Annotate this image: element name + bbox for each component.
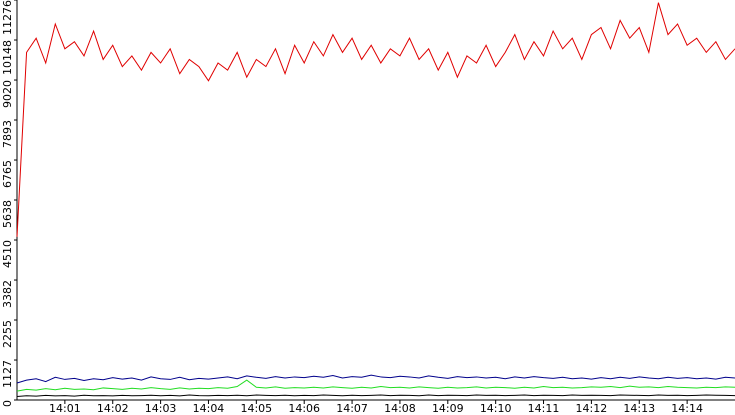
x-tick-label: 14:04	[193, 402, 225, 415]
x-tick-label: 14:12	[576, 402, 608, 415]
y-tick-label: 5638	[1, 200, 14, 228]
y-tick-label: 10148	[1, 40, 14, 75]
y-tick-label: 9020	[1, 80, 14, 108]
y-tick-label: 6765	[1, 160, 14, 188]
data-line	[16, 2, 735, 237]
y-tick-label: 1127	[1, 360, 14, 388]
data-line	[16, 374, 735, 384]
x-tick-label: 14:09	[432, 402, 464, 415]
x-tick-label: 14:14	[671, 402, 703, 415]
x-tick-label: 14:07	[336, 402, 368, 415]
x-tick-label: 14:10	[480, 402, 512, 415]
x-tick-label: 14:03	[145, 402, 177, 415]
x-tick-label: 14:01	[49, 402, 81, 415]
x-tick-label: 14:05	[240, 402, 272, 415]
y-tick-label: 3382	[1, 280, 14, 308]
y-tick-label: 4510	[1, 240, 14, 268]
data-line	[16, 394, 735, 397]
x-tick-label: 14:11	[528, 402, 560, 415]
y-tick-label: 2255	[1, 320, 14, 348]
y-tick-label: 11276	[1, 0, 14, 35]
x-tick-label: 14:02	[97, 402, 129, 415]
x-tick-label: 14:08	[384, 402, 416, 415]
y-tick-label: 7893	[1, 120, 14, 148]
data-line	[16, 379, 735, 392]
y-tick-label: 0	[1, 400, 14, 407]
x-tick-label: 14:13	[623, 402, 655, 415]
x-tick-label: 14:06	[288, 402, 320, 415]
